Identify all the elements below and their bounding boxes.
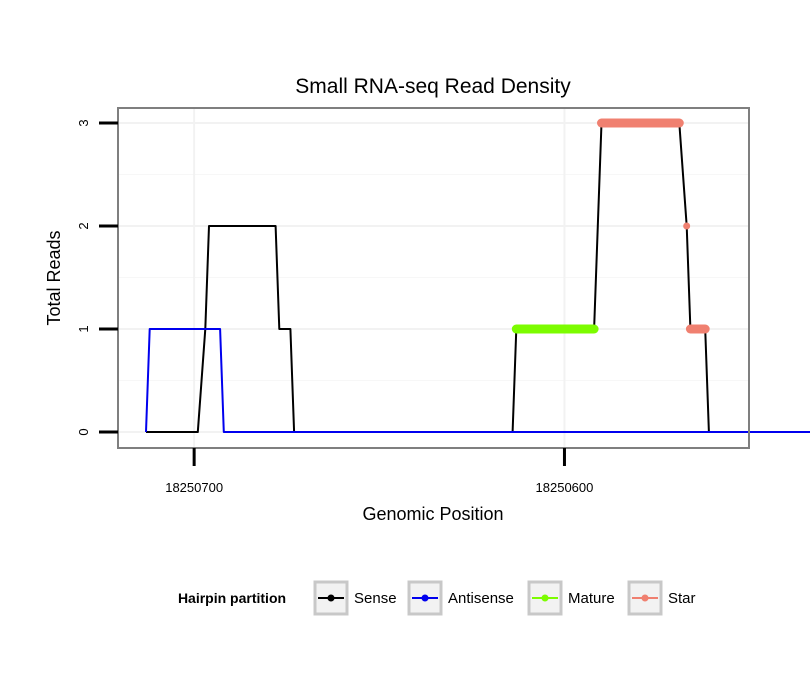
- legend-title: Hairpin partition: [178, 590, 286, 606]
- series-antisense-line-1: [145, 328, 810, 433]
- x-axis: 182507001825060018250500: [165, 448, 594, 495]
- y-axis-label: Total Reads: [44, 230, 64, 325]
- y-tick-label-2: 2: [76, 222, 91, 229]
- legend-dot-antisense: [421, 594, 429, 602]
- legend-dot-mature: [541, 594, 549, 602]
- x-tick-label-1: 18250600: [536, 480, 594, 495]
- y-tick-label-3: 3: [76, 119, 91, 126]
- plot-border: [117, 107, 750, 449]
- y-tick-label-0: 0: [76, 428, 91, 435]
- legend-label-antisense: Antisense: [448, 590, 514, 607]
- legend-dot-star: [641, 594, 649, 602]
- legend-label-sense: Sense: [354, 590, 397, 607]
- x-tick-label-0: 18250700: [165, 480, 223, 495]
- legend-dot-sense: [327, 594, 335, 602]
- legend: Hairpin partition Sense Antisense Mature…: [178, 580, 696, 616]
- chart-title: Small RNA-seq Read Density: [295, 75, 571, 98]
- legend-label-mature: Mature: [568, 590, 615, 607]
- y-tick-label-1: 1: [76, 325, 91, 332]
- legend-label-star: Star: [668, 590, 696, 607]
- series-layer: [145, 118, 810, 433]
- x-axis-label: Genomic Position: [362, 504, 503, 524]
- y-axis: 0 1 2 3: [76, 119, 118, 436]
- series-star-point-5-0: [683, 222, 691, 230]
